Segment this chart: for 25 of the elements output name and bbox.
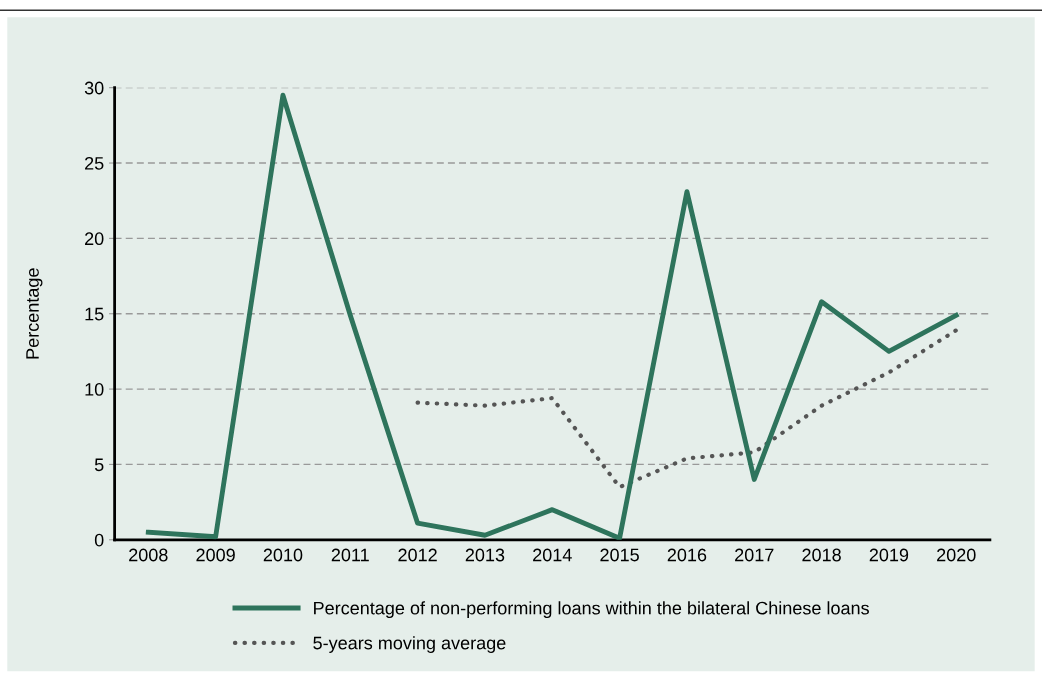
x-tick-label: 2020 bbox=[937, 548, 976, 562]
legend-label: Percentage of non-performing loans within the bilateral Chinese loans bbox=[314, 601, 869, 619]
x-tick-label: 2009 bbox=[196, 548, 235, 562]
line-series bbox=[145, 92, 959, 540]
x-tick-label: 2016 bbox=[667, 548, 707, 562]
y-tick-label: 30 bbox=[84, 81, 104, 95]
y-tick-label: 15 bbox=[85, 307, 104, 321]
x-tick-label: 2019 bbox=[869, 548, 909, 562]
x-tick-label: 2010 bbox=[263, 548, 303, 562]
x-tick-label: 2011 bbox=[331, 548, 369, 562]
y-tick-label: 25 bbox=[85, 156, 104, 170]
x-tick-label: 2015 bbox=[600, 548, 639, 562]
x-tick-label: 2017 bbox=[735, 548, 774, 562]
legend-label: 5-years moving average bbox=[313, 636, 506, 653]
y-tick-label: 20 bbox=[85, 232, 104, 246]
x-tick-label: 2008 bbox=[129, 548, 168, 562]
x-tick-label: 2012 bbox=[398, 548, 437, 562]
y-tick-label: 10 bbox=[85, 383, 104, 396]
y-tick-label: 5 bbox=[94, 458, 104, 472]
x-tick-label: 2013 bbox=[465, 548, 505, 562]
y-axis-title: Percentage bbox=[26, 268, 43, 359]
x-tick-label: 2018 bbox=[802, 548, 841, 562]
line-series bbox=[415, 328, 959, 490]
x-tick-label: 2014 bbox=[533, 548, 572, 562]
y-tick-label: 0 bbox=[94, 533, 104, 547]
